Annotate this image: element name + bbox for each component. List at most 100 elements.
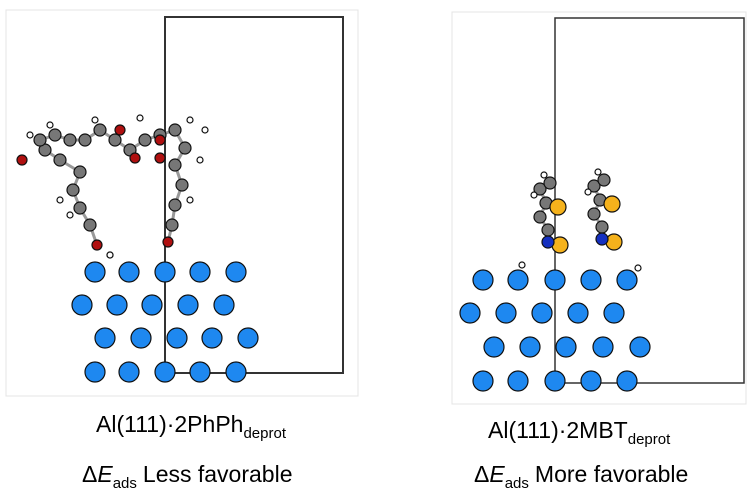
nitrogen-atom	[542, 236, 554, 248]
oxygen-atom	[115, 125, 125, 135]
al-atom	[85, 262, 105, 282]
atom	[139, 134, 151, 146]
al-atom	[202, 328, 222, 348]
hydrogen-atom	[67, 212, 73, 218]
atom	[176, 179, 188, 191]
hydrogen-atom	[541, 172, 547, 178]
sulfur-atom	[604, 196, 620, 212]
hydrogen-atom	[635, 265, 641, 271]
atom	[179, 142, 191, 154]
al-atom	[131, 328, 151, 348]
atom	[542, 224, 554, 236]
hydrogen-atom	[107, 252, 113, 258]
hydrogen-atom	[202, 127, 208, 133]
al-atom	[119, 362, 139, 382]
subscript: ads	[113, 475, 137, 490]
al-atom	[630, 337, 650, 357]
al-atom	[473, 270, 493, 290]
al-atom	[178, 295, 198, 315]
structure-label: Al(111)·2MBTdeprot	[488, 417, 671, 448]
al-atom	[226, 362, 246, 382]
al-atom	[617, 270, 637, 290]
oxygen-atom	[155, 153, 165, 163]
atom	[74, 166, 86, 178]
al-atom	[508, 371, 528, 391]
al-atom	[214, 295, 234, 315]
al-atom	[593, 337, 613, 357]
subscript: ads	[505, 475, 529, 490]
unit-cell	[165, 17, 343, 373]
atom	[596, 221, 608, 233]
hydrogen-atom	[187, 117, 193, 123]
hydrogen-atom	[595, 169, 601, 175]
atom	[534, 211, 546, 223]
al-atom	[496, 303, 516, 323]
al-atom	[95, 328, 115, 348]
al-atom	[72, 295, 92, 315]
oxygen-atom	[130, 153, 140, 163]
atom	[163, 237, 173, 247]
hydrogen-atom	[519, 262, 525, 268]
structure-name: Al(111)·2PhPh	[96, 411, 243, 437]
atom	[109, 134, 121, 146]
sulfur-atom	[552, 237, 568, 253]
subscript: deprot	[628, 431, 671, 448]
delta: Δ	[82, 461, 97, 487]
al-atom	[107, 295, 127, 315]
al-atom	[532, 303, 552, 323]
al-atom	[155, 362, 175, 382]
hydrogen-atom	[197, 157, 203, 163]
oxygen-atom	[17, 155, 27, 165]
unit-cell	[555, 18, 744, 383]
energy-label: ΔEads More favorable	[474, 461, 688, 490]
al-atom	[604, 303, 624, 323]
al-atom	[155, 262, 175, 282]
hydrogen-atom	[47, 122, 53, 128]
hydrogen-atom	[187, 197, 193, 203]
atom	[166, 219, 178, 231]
structure-label: Al(111)·2PhPhdeprot	[96, 411, 287, 442]
atom	[94, 124, 106, 136]
al-atom	[473, 371, 493, 391]
atom	[84, 219, 96, 231]
al-atom	[556, 337, 576, 357]
figure: Al(111)·2PhPhdeprot ΔEadsLess favorable …	[0, 0, 748, 490]
atom	[74, 202, 86, 214]
al-atom	[119, 262, 139, 282]
al-atom	[581, 270, 601, 290]
atom	[49, 129, 61, 141]
atom	[169, 159, 181, 171]
atom	[67, 184, 79, 196]
hydrogen-atom	[57, 197, 63, 203]
al-atom	[617, 371, 637, 391]
hydrogen-atom	[531, 192, 537, 198]
energy-text: Less favorable	[143, 461, 293, 487]
atom	[169, 199, 181, 211]
al-atom	[568, 303, 588, 323]
delta: Δ	[474, 461, 489, 487]
subscript: deprot	[243, 425, 286, 442]
symbol: E	[489, 461, 505, 487]
al-atom	[581, 371, 601, 391]
oxygen-atom	[155, 135, 165, 145]
sulfur-atom	[550, 199, 566, 215]
al-atom	[238, 328, 258, 348]
atom	[34, 134, 46, 146]
atom	[64, 134, 76, 146]
al-atom	[226, 262, 246, 282]
symbol: E	[97, 461, 113, 487]
al-atom	[545, 371, 565, 391]
structure-name: Al(111)·2MBT	[488, 417, 628, 443]
atom	[588, 208, 600, 220]
al-atom	[484, 337, 504, 357]
atom	[598, 174, 610, 186]
hydrogen-atom	[27, 132, 33, 138]
energy-text: More favorable	[535, 461, 688, 487]
hydrogen-atom	[585, 189, 591, 195]
al-atom	[167, 328, 187, 348]
sulfur-atom	[606, 234, 622, 250]
al-atom	[190, 262, 210, 282]
atom	[92, 240, 102, 250]
al-atom	[545, 270, 565, 290]
energy-label: ΔEads Less favorable	[82, 461, 293, 490]
